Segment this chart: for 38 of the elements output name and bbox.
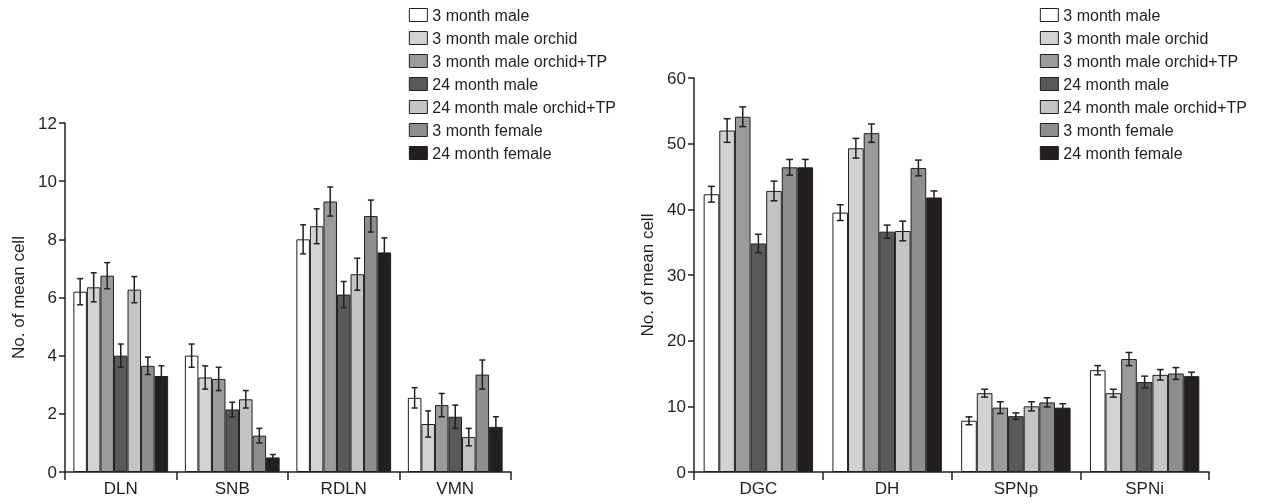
y-axis-title: No. of mean cell xyxy=(9,236,28,359)
y-axis-title: No. of mean cell xyxy=(638,213,657,337)
y-tick-label: 40 xyxy=(667,199,686,219)
legend-label: 24 month female xyxy=(432,144,552,162)
legend-label: 3 month male orchid xyxy=(1063,29,1209,47)
legend-label: 3 month female xyxy=(432,121,543,139)
x-tick-label: VMN xyxy=(436,479,475,498)
legend-label: 24 month male xyxy=(432,75,539,93)
y-tick-label: 30 xyxy=(667,265,686,285)
y-tick-label: 10 xyxy=(667,396,686,416)
y-tick-label: 0 xyxy=(676,462,686,482)
y-tick-label: 50 xyxy=(667,134,686,154)
y-tick-label: 2 xyxy=(47,404,57,424)
x-tick-label: DLN xyxy=(103,479,138,498)
x-tick-label: DGC xyxy=(739,479,778,498)
x-tick-label: SNB xyxy=(214,479,250,498)
legend-label: 3 month male orchid xyxy=(432,29,578,47)
x-tick-label: DH xyxy=(874,479,900,498)
legend-label: 3 month female xyxy=(1063,121,1174,139)
x-tick-label: SPNp xyxy=(993,479,1039,498)
legend-label: 24 month female xyxy=(1063,144,1183,162)
legend-label: 3 month male xyxy=(432,6,530,24)
legend-label: 3 month male xyxy=(1063,6,1161,24)
legend-label: 3 month male orchid+TP xyxy=(1063,52,1239,70)
x-tick-label: RDLN xyxy=(320,479,367,498)
legend-label: 24 month male orchid+TP xyxy=(432,98,617,116)
legend-label: 24 month male orchid+TP xyxy=(1063,98,1248,116)
legend-label: 3 month male orchid+TP xyxy=(432,52,608,70)
y-tick-label: 20 xyxy=(667,331,686,351)
y-tick-label: 60 xyxy=(667,68,686,88)
legend-label: 24 month male xyxy=(1063,75,1170,93)
y-tick-label: 8 xyxy=(47,229,57,249)
y-tick-label: 4 xyxy=(47,346,57,366)
y-tick-label: 12 xyxy=(38,113,57,133)
x-tick-label: SPNi xyxy=(1125,479,1164,498)
y-tick-label: 10 xyxy=(38,171,57,191)
y-tick-label: 6 xyxy=(47,288,57,307)
y-tick-label: 0 xyxy=(47,462,57,482)
